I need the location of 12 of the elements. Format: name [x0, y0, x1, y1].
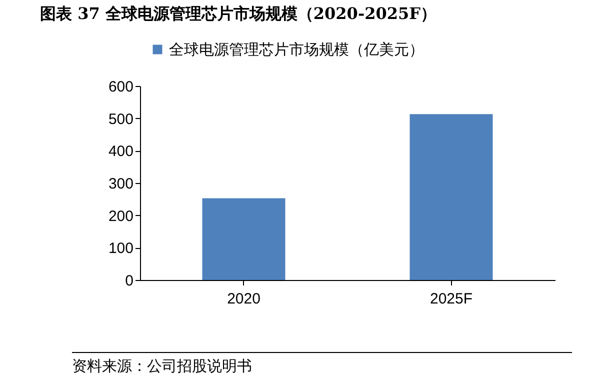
- y-tick-label: 300: [108, 176, 134, 192]
- y-tick-label: 500: [108, 110, 134, 128]
- text: 资料来源：公司招股说明书: [72, 352, 572, 376]
- x-tick-label: 2025F: [430, 290, 473, 308]
- y-tick-label: 0: [125, 272, 134, 290]
- y-tick-label: 100: [108, 240, 134, 258]
- x-tick-label: 2020: [227, 290, 260, 308]
- chart-title: 图表 37 全球电源管理芯片市场规模（2020-2025F）: [40, 4, 436, 23]
- y-tick-label: 600: [108, 78, 134, 96]
- legend-label: 全球电源管理芯片市场规模（亿美元）: [169, 42, 424, 58]
- y-tick-label: 400: [108, 143, 134, 160]
- y-tick-label: 200: [108, 208, 134, 225]
